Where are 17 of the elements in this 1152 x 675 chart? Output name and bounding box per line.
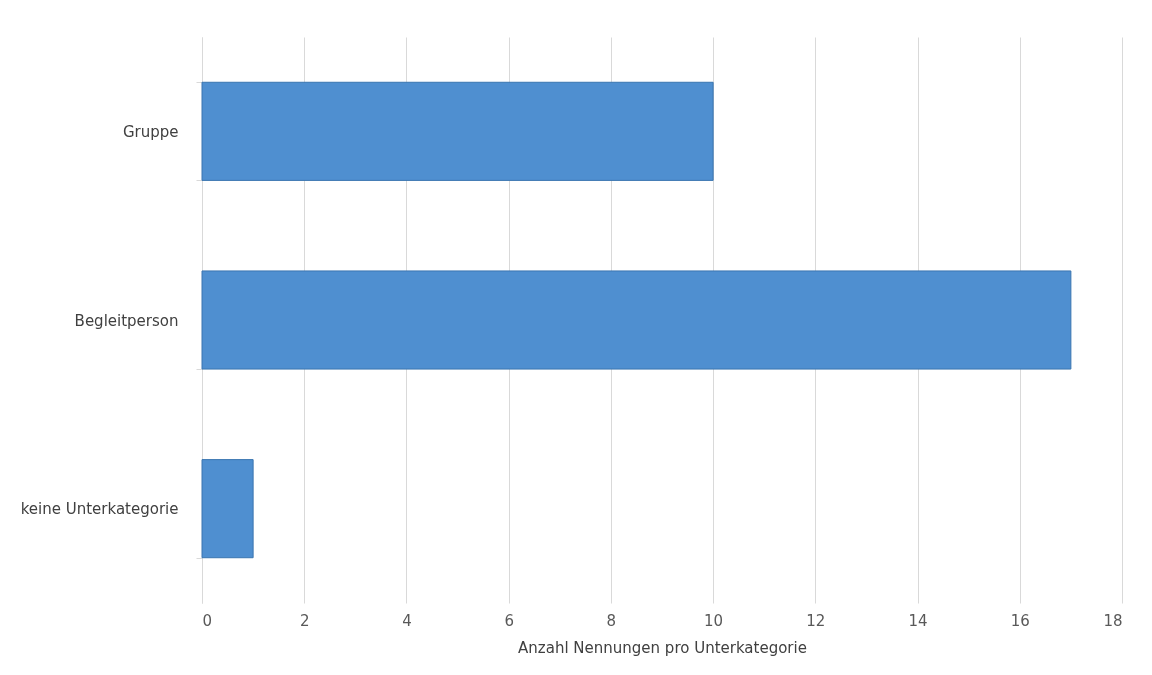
x-tick-label: 12 xyxy=(806,611,826,630)
x-tick-label: 10 xyxy=(704,611,724,630)
bar xyxy=(201,459,254,559)
x-tick-label: 8 xyxy=(606,611,617,630)
bar xyxy=(201,270,1072,370)
x-tick-label: 18 xyxy=(1103,611,1123,630)
y-tick-label: Gruppe xyxy=(122,122,179,141)
x-tick-label: 16 xyxy=(1010,611,1030,630)
x-tick-label: 14 xyxy=(908,611,928,630)
x-tick-label: 0 xyxy=(202,611,213,630)
x-tick-label: 4 xyxy=(402,611,412,630)
x-tick-label: 6 xyxy=(504,611,514,630)
y-tick-label: Begleitperson xyxy=(74,311,179,330)
x-tick-label: 2 xyxy=(299,611,310,630)
y-tick-label: keine Unterkategorie xyxy=(20,500,179,519)
bar xyxy=(201,81,714,181)
x-axis-title: Anzahl Nennungen pro Unterkategorie xyxy=(518,638,807,657)
